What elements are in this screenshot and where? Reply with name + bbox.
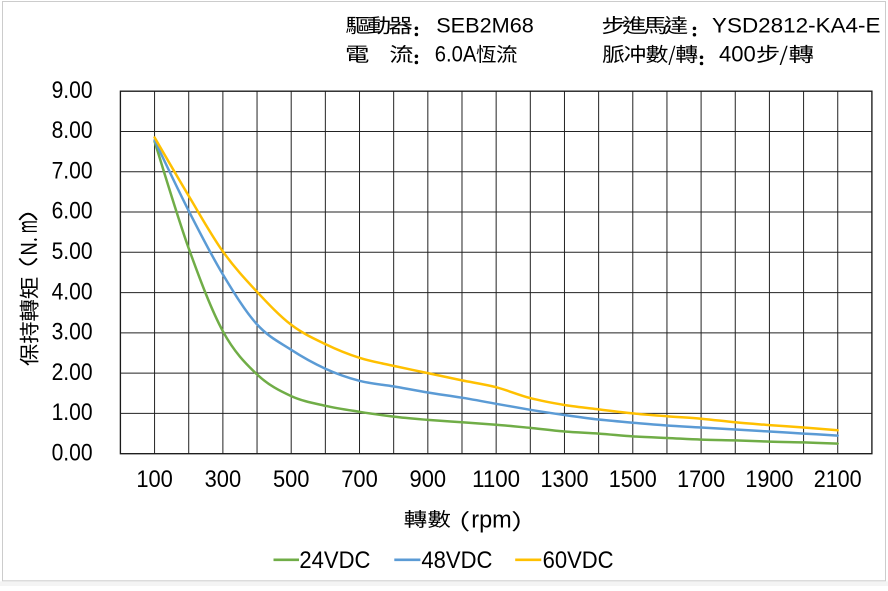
svg-text:700: 700: [341, 466, 378, 493]
svg-text:500: 500: [273, 466, 310, 493]
svg-text:300: 300: [205, 466, 242, 493]
svg-text:0.00: 0.00: [52, 439, 93, 466]
svg-text:48VDC: 48VDC: [421, 547, 492, 574]
svg-text:8.00: 8.00: [52, 117, 93, 144]
svg-text:1900: 1900: [745, 466, 793, 493]
svg-text:rpm: rpm: [471, 506, 511, 533]
svg-text:6.0A: 6.0A: [435, 41, 477, 66]
svg-text:9.00: 9.00: [52, 77, 93, 104]
svg-text:YSD2812-KA4-E: YSD2812-KA4-E: [712, 13, 881, 38]
svg-text:400: 400: [719, 42, 756, 67]
svg-text:1700: 1700: [677, 466, 725, 493]
svg-text:3.00: 3.00: [52, 319, 93, 346]
svg-text:900: 900: [410, 466, 447, 493]
svg-text:100: 100: [136, 466, 173, 493]
svg-text:2.00: 2.00: [52, 359, 93, 386]
svg-text:2100: 2100: [814, 466, 862, 493]
svg-text:1500: 1500: [609, 466, 657, 493]
svg-text:60VDC: 60VDC: [543, 547, 614, 574]
svg-text:1.00: 1.00: [52, 399, 93, 426]
svg-text:5.00: 5.00: [52, 238, 93, 265]
svg-text:1300: 1300: [541, 466, 589, 493]
svg-text:1100: 1100: [472, 466, 520, 493]
svg-text:6.00: 6.00: [52, 198, 93, 225]
svg-text:SEB2M68: SEB2M68: [436, 13, 534, 38]
svg-text:4.00: 4.00: [52, 278, 93, 305]
svg-text:7.00: 7.00: [52, 158, 93, 185]
svg-text:24VDC: 24VDC: [299, 547, 370, 574]
